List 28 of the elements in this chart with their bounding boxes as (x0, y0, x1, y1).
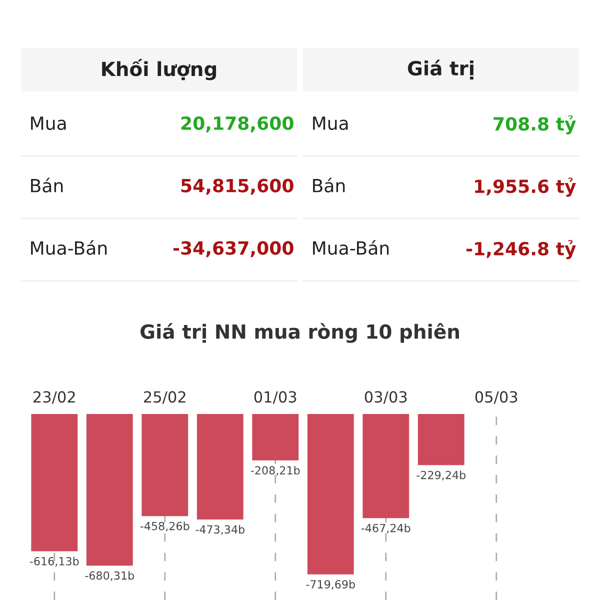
text: 1,955.6 tỷ (475, 178, 576, 197)
x-tick-label: 03/03 (364, 391, 407, 404)
text: Mua (313, 116, 348, 130)
text: 20,178,600 (181, 116, 294, 132)
data-label: -719,69b (306, 580, 355, 590)
data-label: -229,24b (416, 470, 466, 480)
data-label: -473,34b (196, 525, 244, 535)
data-label: -680,31b (85, 571, 134, 581)
x-tick-label: 25/02 (144, 391, 186, 404)
text: Mua-Bán (31, 240, 107, 255)
text: Giá trị (408, 60, 474, 80)
x-tick-label: 23/02 (33, 391, 75, 404)
text: -34,637,000 (174, 241, 294, 258)
text: 708.8 tỷ (494, 115, 576, 134)
data-label: -458,26b (140, 522, 190, 532)
data-label: -616,13b (30, 556, 79, 567)
text: -1,246.8 tỷ (466, 240, 576, 260)
chart-title: Giá trị NN mua ròng 10 phiên (140, 323, 459, 343)
text: Mua-Bán (313, 240, 389, 255)
text: Bán (313, 178, 345, 192)
x-tick-label: 01/03 (254, 391, 296, 404)
x-tick-label: 05/03 (475, 391, 518, 404)
text: Mua (31, 116, 66, 130)
text: Bán (31, 178, 63, 192)
data-label: -467,24b (361, 524, 410, 534)
data-label: -208,21b (250, 466, 300, 476)
text: 54,815,600 (181, 178, 294, 195)
text: Khối lượng (102, 58, 216, 80)
